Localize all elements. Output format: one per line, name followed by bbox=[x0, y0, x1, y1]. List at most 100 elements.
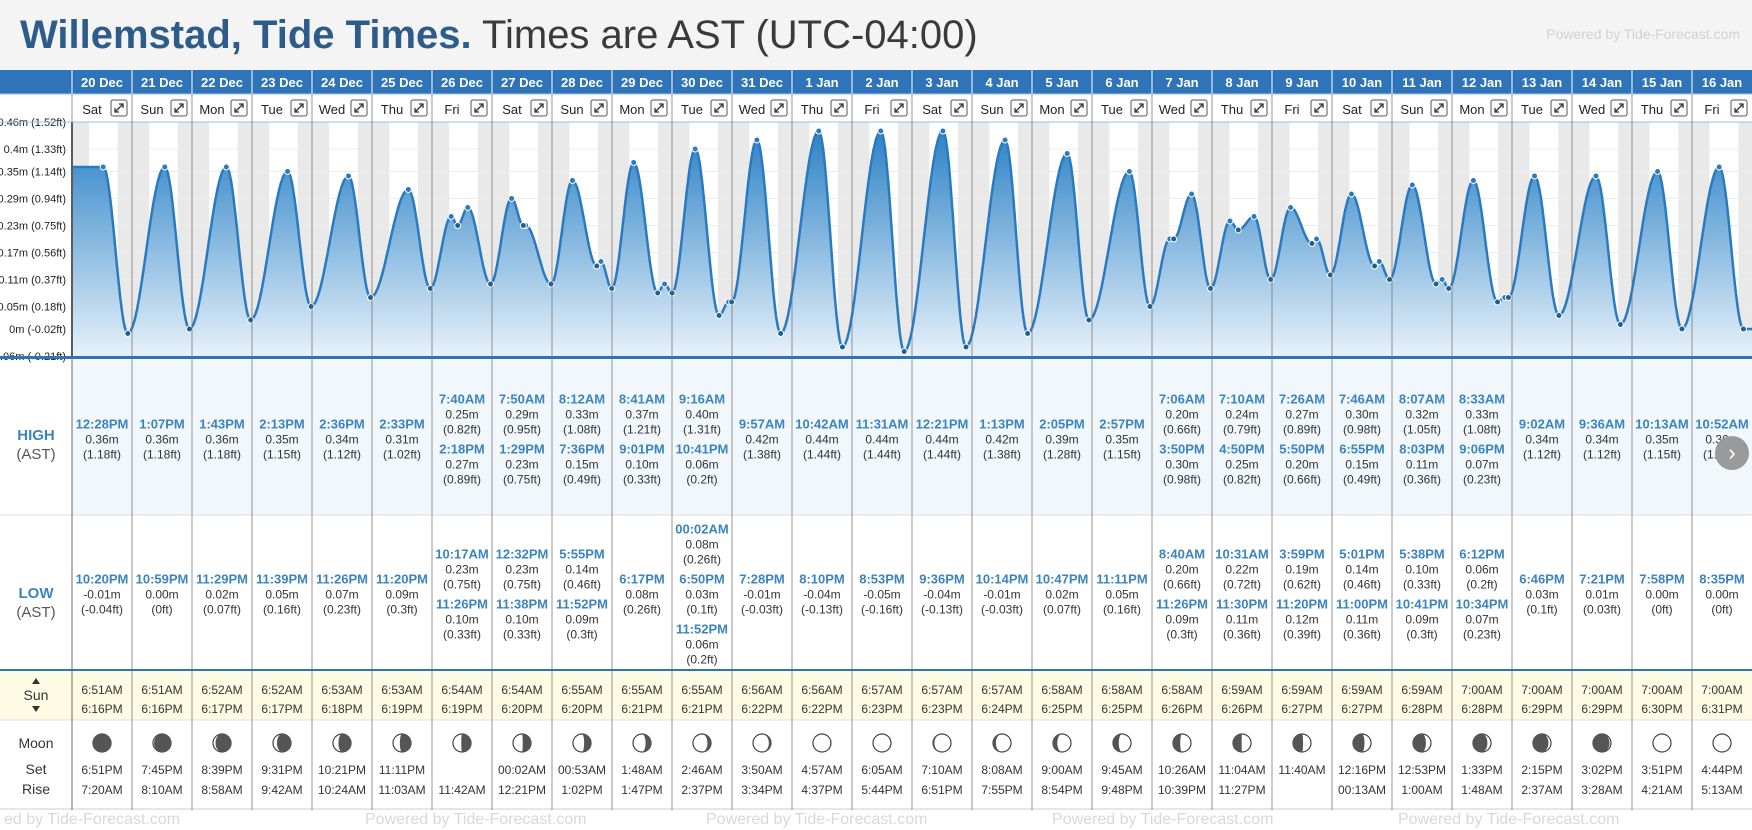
high-tide-meters: 0.24m bbox=[1225, 408, 1258, 422]
moonrise-time: 2:37AM bbox=[1521, 783, 1562, 797]
low-tide-time: 6:46PM bbox=[1519, 572, 1565, 587]
low-tide-meters: 0.02m bbox=[1045, 588, 1078, 602]
expand-icon bbox=[1554, 103, 1564, 113]
low-tide-time: 7:21PM bbox=[1579, 572, 1625, 587]
low-tide-meters: 0.20m bbox=[1165, 563, 1198, 577]
low-tide-time: 11:26PM bbox=[316, 572, 368, 587]
moonset-time: 1:33PM bbox=[1461, 763, 1502, 777]
low-tide-point bbox=[1445, 285, 1453, 292]
low-tide-point bbox=[487, 280, 495, 288]
high-row-label: HIGH bbox=[17, 427, 55, 444]
sunrise-time: 6:58AM bbox=[1161, 683, 1202, 697]
low-tide-feet: (0ft) bbox=[1711, 603, 1732, 617]
day-of-week: Wed bbox=[1579, 102, 1606, 117]
high-tide-meters: 0.33m bbox=[565, 408, 598, 422]
moon-shadow bbox=[762, 734, 771, 752]
moonrise-time: 00:13AM bbox=[1338, 783, 1386, 797]
sunrise-time: 6:59AM bbox=[1281, 683, 1322, 697]
moonrise-time: 1:00AM bbox=[1401, 783, 1442, 797]
high-tide-time: 2:05PM bbox=[1039, 417, 1085, 432]
scroll-right-button[interactable]: › bbox=[1715, 436, 1749, 470]
low-tide-point bbox=[1371, 262, 1379, 270]
sunrise-arrow-icon bbox=[32, 678, 40, 684]
sunset-time: 6:18PM bbox=[321, 702, 362, 716]
high-tide-point bbox=[939, 127, 947, 135]
sunset-arrow-icon bbox=[32, 706, 40, 712]
moonrise-time: 12:21PM bbox=[498, 783, 546, 797]
low-tide-feet: (0ft) bbox=[151, 603, 172, 617]
high-tide-feet: (1.44ft) bbox=[923, 448, 961, 462]
y-tick-label: 0.35m (1.14ft) bbox=[0, 167, 66, 179]
high-tide-feet: (0.98ft) bbox=[1343, 423, 1381, 437]
sunset-time: 6:27PM bbox=[1341, 702, 1382, 716]
low-tide-time: 11:52PM bbox=[556, 597, 608, 612]
high-tide-point bbox=[1438, 276, 1446, 283]
high-tide-meters: 0.36m bbox=[145, 433, 178, 447]
moon-shadow bbox=[582, 734, 591, 752]
expand-icon bbox=[1614, 103, 1624, 113]
day-date: 8 Jan bbox=[1225, 75, 1258, 90]
location-title: Willemstad, Tide Times. bbox=[20, 13, 472, 57]
y-tick-label: 0.46m (1.52ft) bbox=[0, 117, 66, 129]
day-of-week: Sun bbox=[140, 102, 163, 117]
low-tide-meters: 0.08m bbox=[625, 588, 658, 602]
high-tide-point bbox=[1001, 136, 1009, 144]
expand-icon bbox=[654, 103, 664, 113]
high-tide-point bbox=[691, 145, 699, 153]
day-of-week: Wed bbox=[1159, 102, 1186, 117]
day-of-week: Fri bbox=[444, 102, 459, 117]
low-tide-point bbox=[654, 289, 662, 297]
day-of-week: Sun bbox=[560, 102, 583, 117]
high-tide-meters: 0.20m bbox=[1165, 408, 1198, 422]
low-tide-point bbox=[962, 343, 970, 351]
high-tide-time: 5:50PM bbox=[1279, 442, 1325, 457]
sunset-time: 6:28PM bbox=[1461, 702, 1502, 716]
low-tide-time: 9:36PM bbox=[919, 572, 965, 587]
moonset-time: 2:15PM bbox=[1521, 763, 1562, 777]
high-tide-time: 9:02AM bbox=[1519, 417, 1565, 432]
low-tide-meters: 0.07m bbox=[325, 588, 358, 602]
moon-shadow bbox=[702, 734, 711, 752]
footer-watermark: Powered by Tide-Forecast.com bbox=[706, 811, 928, 828]
low-tide-feet: (0.16ft) bbox=[263, 603, 301, 617]
moonrise-time: 4:21AM bbox=[1641, 783, 1682, 797]
moonset-time: 6:05AM bbox=[861, 763, 902, 777]
low-tide-point bbox=[715, 312, 723, 319]
sunset-time: 6:20PM bbox=[501, 702, 542, 716]
low-tide-point bbox=[124, 330, 132, 337]
high-tide-time: 9:57AM bbox=[739, 417, 785, 432]
low-row-label: LOW bbox=[19, 585, 55, 602]
low-tide-time: 8:40AM bbox=[1159, 547, 1205, 562]
low-tide-time: 00:02AM bbox=[675, 522, 728, 537]
high-tide-meters: 0.15m bbox=[565, 458, 598, 472]
high-tide-feet: (1.15ft) bbox=[1103, 448, 1141, 462]
low-tide-feet: (0.39ft) bbox=[1283, 628, 1321, 642]
low-tide-point bbox=[1308, 240, 1316, 247]
high-tide-time: 4:50PM bbox=[1219, 442, 1265, 457]
low-tide-feet: (0.23ft) bbox=[1463, 628, 1501, 642]
low-tide-meters: 0.05m bbox=[265, 588, 298, 602]
high-tide-meters: 0.44m bbox=[925, 433, 958, 447]
day-of-week: Sat bbox=[502, 102, 522, 117]
low-tide-feet: (0.66ft) bbox=[1163, 578, 1201, 592]
footer-watermark: Powered by Tide-Forecast.com bbox=[1398, 811, 1620, 828]
moon-phase-icon bbox=[1712, 733, 1732, 753]
low-tide-meters: -0.05m bbox=[863, 588, 900, 602]
day-of-week: Thu bbox=[1221, 102, 1243, 117]
low-tide-time: 10:59PM bbox=[136, 572, 189, 587]
high-tide-time: 9:06PM bbox=[1459, 442, 1505, 457]
day-date: 12 Jan bbox=[1462, 75, 1503, 90]
sunrise-time: 6:54AM bbox=[441, 683, 482, 697]
sunset-time: 6:17PM bbox=[261, 702, 302, 716]
moonrise-time: 1:48AM bbox=[1461, 783, 1502, 797]
moon-shadow bbox=[276, 734, 291, 752]
expand-icon bbox=[174, 103, 184, 113]
low-tide-feet: (0.3ft) bbox=[1166, 628, 1197, 642]
low-tide-time: 8:53PM bbox=[859, 572, 905, 587]
sunrise-time: 7:00AM bbox=[1521, 683, 1562, 697]
sunset-time: 6:26PM bbox=[1161, 702, 1202, 716]
high-tide-time: 2:13PM bbox=[259, 417, 305, 432]
low-tide-point bbox=[900, 348, 908, 355]
high-tide-meters: 0.35m bbox=[265, 433, 298, 447]
low-tide-meters: 0.22m bbox=[1225, 563, 1258, 577]
